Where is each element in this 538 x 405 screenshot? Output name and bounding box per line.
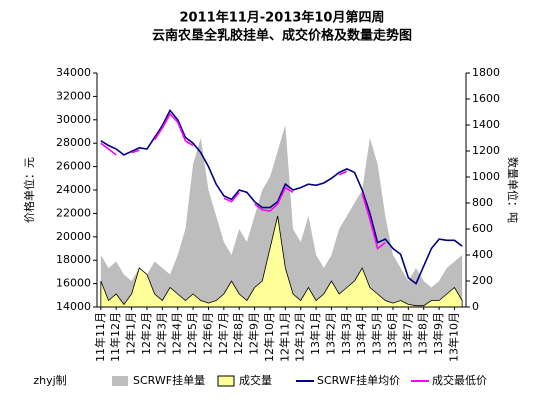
x-tick-label: 12年9月 xyxy=(247,312,261,355)
y2-tick-label: 200 xyxy=(472,274,493,287)
x-tick-label: 12年1月 xyxy=(124,312,138,355)
y-tick-label: 26000 xyxy=(56,160,91,173)
legend-label: SCRWF挂单均价 xyxy=(317,373,400,387)
y-tick-label: 14000 xyxy=(56,300,91,313)
legend-label: SCRWF挂单量 xyxy=(133,373,205,387)
chart-subtitle: 云南农垦全乳胶挂单、成交价格及数量走势图 xyxy=(152,28,412,44)
x-tick-label: 11年11月 xyxy=(93,312,107,362)
area xyxy=(100,215,463,308)
x-tick-label: 13年9月 xyxy=(431,312,445,355)
y2-tick-label: 0 xyxy=(472,300,479,313)
x-tick-label: 13年3月 xyxy=(339,312,353,355)
y2-tick-label: 600 xyxy=(472,222,493,235)
x-tick-label: 12年2月 xyxy=(139,312,153,355)
y-tick-label: 24000 xyxy=(56,183,91,196)
y-tick-label: 22000 xyxy=(56,206,91,219)
x-tick-label: 12年3月 xyxy=(154,312,168,355)
y-tick-label: 34000 xyxy=(56,66,91,79)
legend-swatch xyxy=(217,375,235,387)
x-tick-label: 12年7月 xyxy=(216,312,230,355)
line xyxy=(100,108,463,285)
x-tick-label: 13年5月 xyxy=(370,312,384,355)
line xyxy=(100,112,386,250)
y-tick-label: 18000 xyxy=(56,253,91,266)
x-tick-label: 13年6月 xyxy=(385,312,399,355)
x-tick-label: 12年12月 xyxy=(293,312,307,362)
y2-tick-label: 1400 xyxy=(472,118,500,131)
x-tick-label: 11年12月 xyxy=(108,312,122,362)
x-tick-label: 13年8月 xyxy=(416,312,430,355)
x-tick-label: 13年4月 xyxy=(354,312,368,355)
y2-tick-label: 1200 xyxy=(472,144,500,157)
x-tick-label: 12年4月 xyxy=(170,312,184,355)
note: zhyj制 xyxy=(33,374,66,387)
x-tick-label: 12年8月 xyxy=(231,312,245,355)
y-tick-label: 30000 xyxy=(56,113,91,126)
legend-swatch xyxy=(112,376,128,386)
x-tick-label: 13年1月 xyxy=(308,312,322,355)
y2-tick-label: 800 xyxy=(472,196,493,209)
y2-tick-label: 1800 xyxy=(472,66,500,79)
x-tick-label: 13年2月 xyxy=(323,312,337,355)
y-tick-label: 28000 xyxy=(56,136,91,149)
chart-title: 2011年11月-2013年10月第四周 xyxy=(180,10,385,26)
y2-tick-label: 1000 xyxy=(472,170,500,183)
x-tick-label: 12年10月 xyxy=(262,312,276,362)
y-tick-label: 20000 xyxy=(56,230,91,243)
x-tick-label: 12年6月 xyxy=(200,312,214,355)
y2-tick-label: 1600 xyxy=(472,92,500,105)
x-tick-label: 13年10月 xyxy=(446,312,460,362)
x-tick-label: 12年5月 xyxy=(185,312,199,355)
y2-axis-label: 数量单位：吨 xyxy=(506,157,520,223)
legend-label: 成交最低价 xyxy=(432,373,487,387)
y2-tick-label: 400 xyxy=(472,248,493,261)
x-tick-label: 12年11月 xyxy=(277,312,291,362)
y-axis-label: 价格单位：元 xyxy=(22,157,36,223)
legend-label: 成交量 xyxy=(239,373,272,387)
y-tick-label: 32000 xyxy=(56,89,91,102)
area xyxy=(100,125,463,307)
x-tick-label: 13年7月 xyxy=(400,312,414,355)
y-tick-label: 16000 xyxy=(56,277,91,290)
